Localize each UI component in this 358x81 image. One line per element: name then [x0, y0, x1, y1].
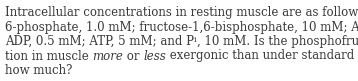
Text: Intracellular concentrations in resting muscle are as follows: fructose-: Intracellular concentrations in resting …: [5, 6, 358, 19]
Text: more: more: [92, 49, 124, 63]
Text: or: or: [124, 49, 144, 63]
Text: how much?: how much?: [5, 64, 72, 77]
Text: i: i: [194, 36, 197, 44]
Text: ADP, 0.5 mM; ATP, 5 mM; and P: ADP, 0.5 mM; ATP, 5 mM; and P: [5, 35, 194, 48]
Text: tion in muscle: tion in muscle: [5, 49, 92, 63]
Text: 6-phosphate, 1.0 mM; fructose-1,6-bisphosphate, 10 mM; AMP, 0.1 mM;: 6-phosphate, 1.0 mM; fructose-1,6-bispho…: [5, 20, 358, 34]
Text: exergonic than under standard conditions? By: exergonic than under standard conditions…: [166, 49, 358, 63]
Text: , 10 mM. Is the phosphofructokinase reac-: , 10 mM. Is the phosphofructokinase reac…: [197, 35, 358, 48]
Text: less: less: [144, 49, 166, 63]
